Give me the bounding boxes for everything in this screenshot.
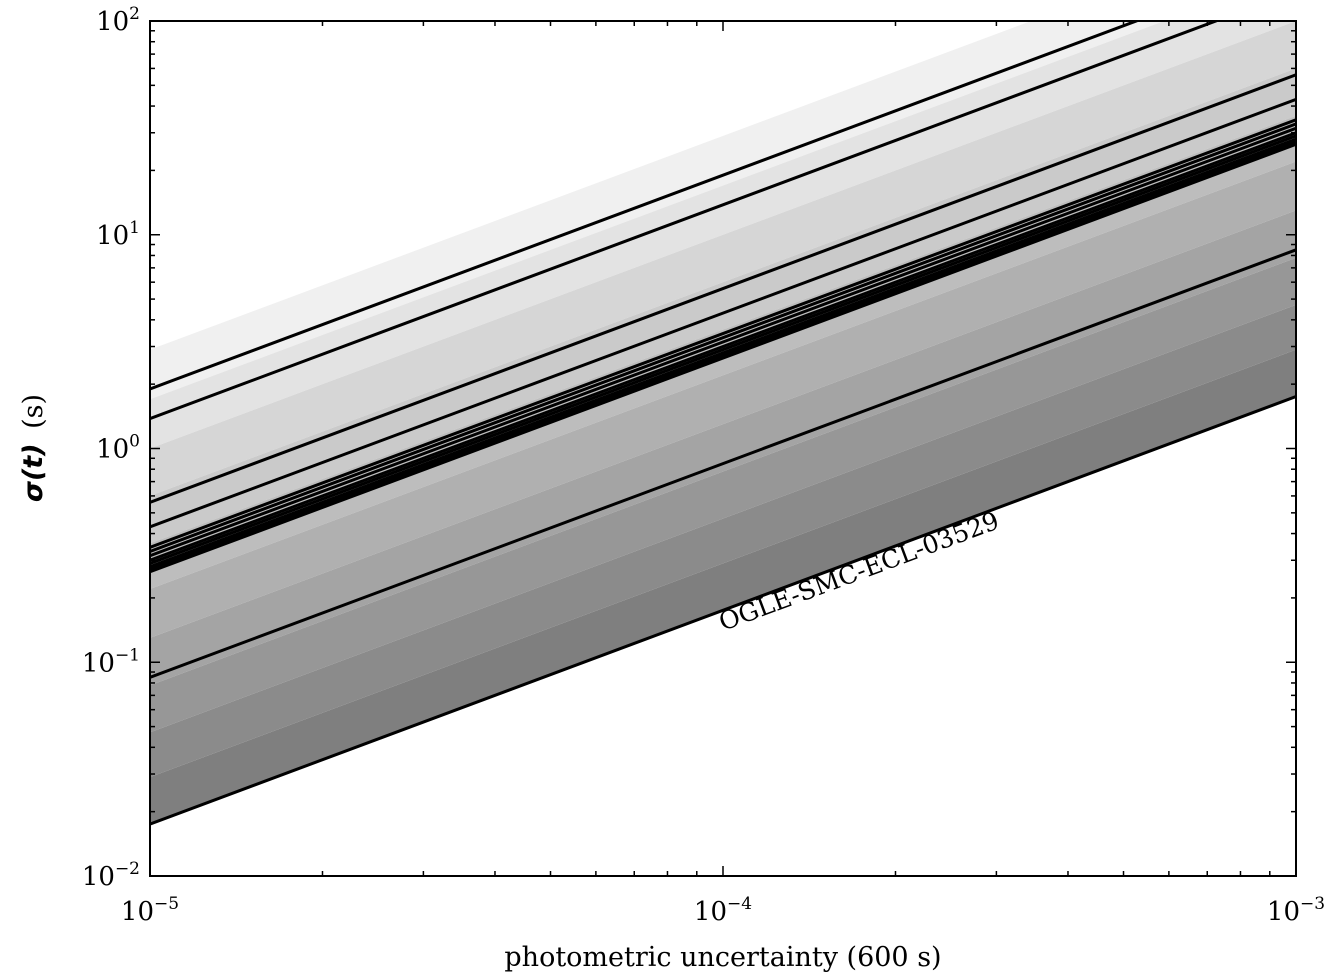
y-tick-label-0: 10−2: [82, 859, 140, 892]
x-tick-label-0: 10−5: [121, 894, 179, 927]
x-axis-label: photometric uncertainty (600 s): [504, 942, 941, 973]
y-tick-label-4: 102: [96, 4, 140, 37]
y-axis-label-main: σ(t): [18, 443, 49, 502]
x-tick-label-1: 10−4: [694, 894, 752, 927]
y-tick-label-3: 101: [96, 218, 140, 251]
y-axis-label: σ(t) (s): [18, 394, 49, 502]
y-tick-label-2: 100: [96, 432, 140, 465]
x-tick-label-2: 10−3: [1267, 894, 1325, 927]
y-tick-label-1: 10−1: [82, 645, 140, 678]
shaded-bands: [150, 0, 1296, 824]
y-axis-label-unit: (s): [18, 394, 49, 429]
